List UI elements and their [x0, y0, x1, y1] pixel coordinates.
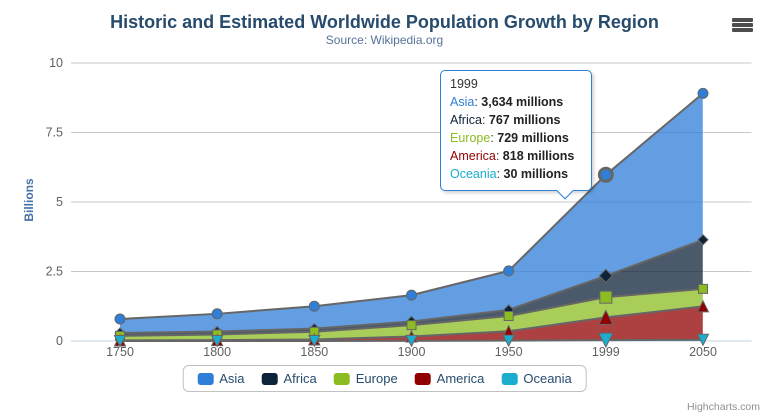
hamburger-icon — [732, 18, 753, 22]
legend: Asia Africa Europe America Oceania — [182, 365, 587, 392]
legend-label-europe: Europe — [355, 371, 398, 386]
svg-text:1950: 1950 — [495, 345, 523, 359]
svg-text:0: 0 — [56, 334, 63, 348]
tooltip-row-europe: Europe: 729 millions — [450, 131, 569, 145]
svg-text:1900: 1900 — [398, 345, 426, 359]
legend-swatch-america — [414, 372, 431, 385]
legend-swatch-oceania — [501, 372, 518, 385]
legend-label-africa: Africa — [283, 371, 317, 386]
svg-text:10: 10 — [49, 56, 63, 70]
svg-text:7.5: 7.5 — [46, 126, 63, 140]
chart-subtitle: Source: Wikipedia.org — [325, 33, 444, 47]
tooltip-row-africa: Africa: 767 millions — [450, 113, 561, 127]
legend-item-america[interactable]: America — [414, 371, 485, 386]
legend-label-america: America — [436, 371, 485, 386]
chart-title: Historic and Estimated Worldwide Populat… — [110, 12, 659, 32]
legend-swatch-africa — [261, 372, 278, 385]
legend-item-asia[interactable]: Asia — [197, 371, 245, 386]
legend-swatch-asia — [197, 372, 214, 385]
legend-swatch-europe — [333, 372, 350, 385]
legend-label-oceania: Oceania — [523, 371, 572, 386]
tooltip-header: 1999 — [450, 77, 478, 91]
svg-text:1800: 1800 — [203, 345, 231, 359]
svg-text:1999: 1999 — [592, 345, 620, 359]
svg-text:2.5: 2.5 — [46, 265, 63, 279]
legend-item-europe[interactable]: Europe — [333, 371, 398, 386]
svg-text:1750: 1750 — [106, 345, 134, 359]
svg-text:5: 5 — [56, 195, 63, 209]
tooltip-row-america: America: 818 millions — [450, 149, 575, 163]
tooltip-row-oceania: Oceania: 30 millions — [450, 167, 569, 181]
hamburger-icon — [732, 23, 753, 27]
legend-item-africa[interactable]: Africa — [261, 371, 317, 386]
hamburger-icon — [732, 28, 753, 32]
tooltip-row-asia: Asia: 3,634 millions — [450, 95, 564, 109]
svg-text:2050: 2050 — [689, 345, 717, 359]
chart-context-menu-button[interactable] — [730, 16, 755, 35]
legend-label-asia: Asia — [219, 371, 245, 386]
tooltip: 1999 Asia: 3,634 millions Africa: 767 mil… — [440, 70, 592, 199]
legend-item-oceania[interactable]: Oceania — [501, 371, 572, 386]
svg-text:1850: 1850 — [300, 345, 328, 359]
credits-link[interactable]: Highcharts.com — [687, 401, 760, 413]
